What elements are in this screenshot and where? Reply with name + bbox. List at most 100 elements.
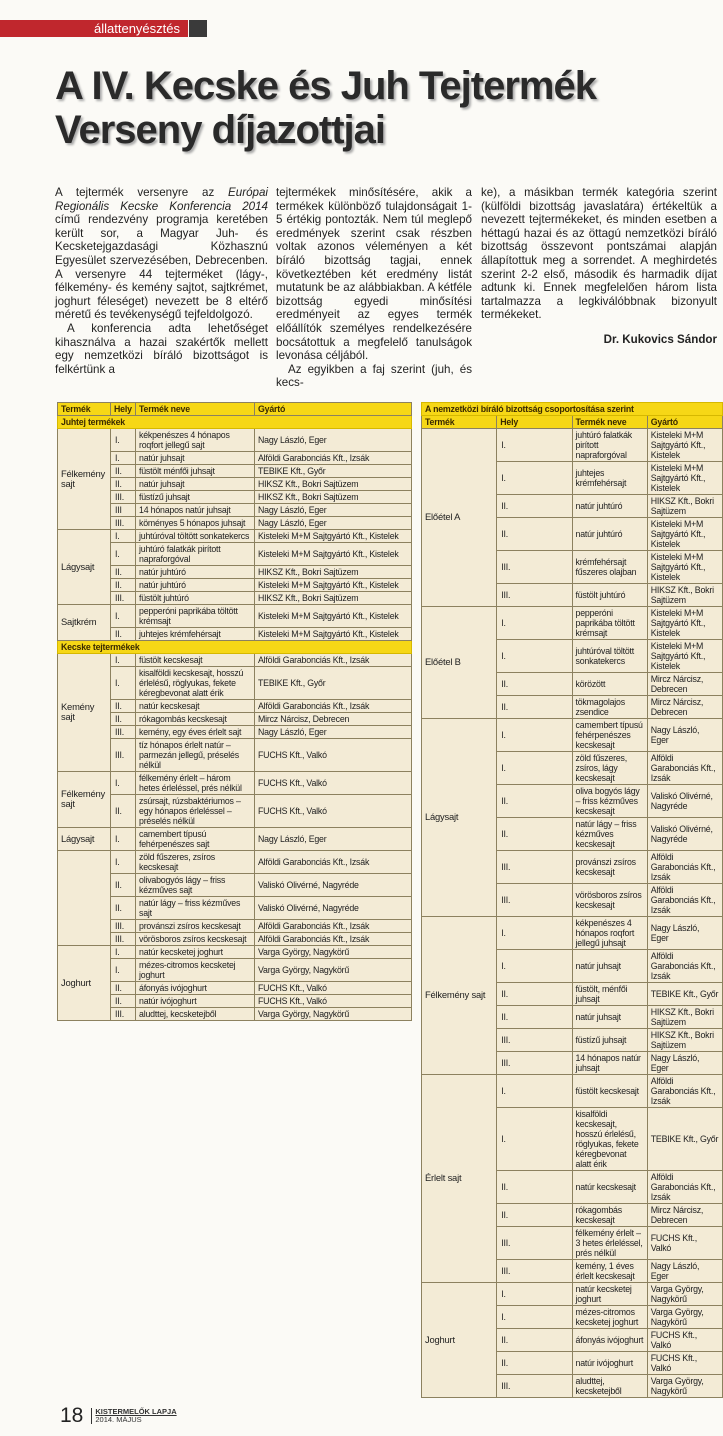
producer-cell: FUCHS Kft., Valkó [254, 980, 412, 995]
place-cell: I. [496, 915, 573, 950]
product-name-cell: füstölt, ménfői juhsajt [571, 981, 648, 1006]
table-row: I. mézes-citromos kecsketej joghurt Varga … [58, 957, 412, 982]
table-row: III. füstízű juhsajt HIKSZ Kft., Bokri Saj… [58, 489, 412, 504]
place-cell: II. [110, 993, 136, 1008]
producer-cell: Kisteleki M+M Sajtgyártó Kft., Kistelek [254, 541, 412, 566]
product-name-cell: 14 hónapos natúr juhsajt [135, 502, 255, 517]
header-row: Termék Hely Termék neve Gyártó [57, 401, 412, 416]
product-name-cell: natúr kecsketej joghurt [571, 1281, 648, 1306]
producer-cell: Kisteleki M+M Sajtgyártó Kft., Kistelek [646, 427, 723, 462]
product-name-cell: mézes-citromos kecsketej joghurt [571, 1304, 648, 1329]
text: A tejtermék versenyre az [55, 186, 229, 199]
producer-cell: Alföldi Garabonciás Kft., Izsák [646, 882, 723, 917]
product-name-cell: natúr juhsajt [135, 476, 255, 491]
place-cell: I. [110, 849, 136, 874]
product-name-cell: áfonyás ivójoghurt [571, 1327, 648, 1352]
product-name-cell: zöld fűszeres, zsíros, lágy kecskesajt [571, 750, 648, 785]
product-name-cell: rókagombás kecskesajt [135, 711, 255, 726]
table-row: II. füstölt ménfői juhsajt TEBIKE Kft., Gy… [58, 463, 412, 478]
product-name-cell: natúr lágy – friss kézműves sajt [135, 895, 255, 920]
author: Dr. Kukovics Sándor [603, 332, 717, 346]
place-cell: I. [110, 944, 136, 959]
producer-cell: Nagy László, Eger [646, 717, 723, 752]
product-name-cell: natúr kecskesajt [571, 1169, 648, 1204]
producer-cell: Kisteleki M+M Sajtgyártó Kft., Kistelek [646, 605, 723, 640]
place-cell: II. [110, 793, 136, 828]
producer-cell: Nagy László, Eger [254, 826, 412, 851]
producer-cell: Alföldi Garabonciás Kft., Izsák [646, 948, 723, 983]
place-cell: I. [110, 652, 136, 667]
table-row: Félkemény sajt I. kékpenészes 4 hónapos ro… [420, 915, 723, 1075]
table-row: III. tíz hónapos érlelt natúr – parmezán … [58, 737, 412, 772]
product-name-cell: áfonyás ivójoghurt [135, 980, 255, 995]
table-row: III. provánszi zsíros kecskesajt Alföldi G… [58, 918, 412, 933]
caption-row: A nemzetközi bíráló bizottság csoportosí… [421, 401, 723, 416]
category-cell [57, 849, 111, 946]
place-cell: III. [496, 549, 573, 584]
place-cell: III. [110, 931, 136, 946]
place-cell: I. [496, 717, 573, 752]
product-name-cell: natúr juhtúró [571, 493, 648, 518]
place-cell: III. [110, 1006, 136, 1021]
product-name-cell: natúr ivójoghurt [571, 1350, 648, 1375]
place-cell: II. [110, 895, 136, 920]
emphasis: Európai Regionális Kecske Konferencia 20… [55, 186, 268, 213]
table-row: Félkemény sajt I. félkemény érlelt – három… [57, 770, 412, 828]
place-cell: I. [496, 427, 573, 462]
place-cell: I. [110, 450, 136, 465]
place-cell: I. [110, 541, 136, 566]
producer-cell: Kisteleki M+M Sajtgyártó Kft., Kistelek [254, 577, 412, 592]
place-cell: I. [110, 427, 136, 452]
place-cell: III [110, 502, 136, 517]
producer-cell: FUCHS Kft., Valkó [646, 1225, 723, 1260]
producer-cell: TEBIKE Kft., Győr [646, 1106, 723, 1171]
producer-cell: Kisteleki M+M Sajtgyártó Kft., Kistelek [646, 549, 723, 584]
place-cell: I. [496, 460, 573, 495]
table-row: Kemény sajt I. füstölt kecskesajt Alföldi G… [57, 652, 412, 772]
producer-cell: FUCHS Kft., Valkó [646, 1327, 723, 1352]
producer-cell: FUCHS Kft., Valkó [254, 770, 412, 795]
product-name-cell: rókagombás kecskesajt [571, 1202, 648, 1227]
paragraph: tejtermékek minősítésére, akik a terméke… [276, 186, 472, 363]
table-row: II. natúr juhtúró Kisteleki M+M Sajtgyártó… [58, 577, 412, 592]
place-cell: I. [496, 1281, 573, 1306]
product-name-cell: natúr kecsketej joghurt [135, 944, 255, 959]
table-row: III. krémfehérsajt fűszeres olajban Kistel… [422, 549, 723, 584]
table-row: III. vörösboros zsíros kecskesajt Alföldi … [58, 931, 412, 946]
product-name-cell: zsúrsajt, rúzsbaktériumos – egy hónapos … [135, 793, 255, 828]
place-cell: I. [110, 826, 136, 851]
producer-cell: HIKSZ Kft., Bokri Sajtüzem [646, 1027, 723, 1052]
producer-cell: Nagy László, Eger [254, 724, 412, 739]
article-body: A tejtermék versenyre az Európai Regioná… [0, 186, 723, 390]
place-cell: I. [496, 750, 573, 785]
producer-cell: FUCHS Kft., Valkó [646, 1350, 723, 1375]
product-name-cell: natúr juhtúró [571, 516, 648, 551]
category-cell: Joghurt [57, 944, 111, 1021]
place-cell: I. [110, 957, 136, 982]
place-cell: III. [110, 724, 136, 739]
category-cell: Előétel A [420, 427, 498, 607]
product-name-cell: füstízű juhsajt [135, 489, 255, 504]
product-name-cell: oliva bogyós lágy – friss kézműves kecsk… [571, 783, 648, 818]
place-cell: I. [496, 1106, 573, 1171]
producer-cell: Kisteleki M+M Sajtgyártó Kft., Kistelek [254, 603, 412, 628]
table-row: Félkemény sajt I. kékpenészes 4 hónapos ro… [57, 427, 412, 530]
product-name-cell: félkemény érlelt – 3 hetes érleléssel, p… [571, 1225, 648, 1260]
place-cell: II. [496, 1004, 573, 1029]
table-row: Lágysajt I. camembert típusú fehérpenészes… [420, 717, 723, 917]
table-row: III. provánszi zsíros kecskesajt Alföldi G… [422, 849, 723, 884]
place-cell: III. [496, 1027, 573, 1052]
producer-cell: TEBIKE Kft., Győr [254, 665, 412, 700]
category-cell: Félkemény sajt [420, 915, 498, 1075]
category-cell: Érlelt sajt [420, 1073, 498, 1283]
place-cell: II. [496, 981, 573, 1006]
product-name-cell: juhtúróval töltött sonkatekercs [571, 638, 648, 673]
product-name-cell: 14 hónapos natúr juhsajt [571, 1050, 648, 1075]
product-name-cell: natúr juhsajt [571, 948, 648, 983]
product-name-cell: juhtúróval töltött sonkatekercs [135, 528, 255, 543]
place-cell: I. [110, 528, 136, 543]
producer-cell: Valiskó Olivérné, Nagyréde [646, 816, 723, 851]
place-cell: I. [110, 770, 136, 795]
table-row: Joghurt I. natúr kecsketej joghurt Varga Gy… [420, 1281, 723, 1398]
